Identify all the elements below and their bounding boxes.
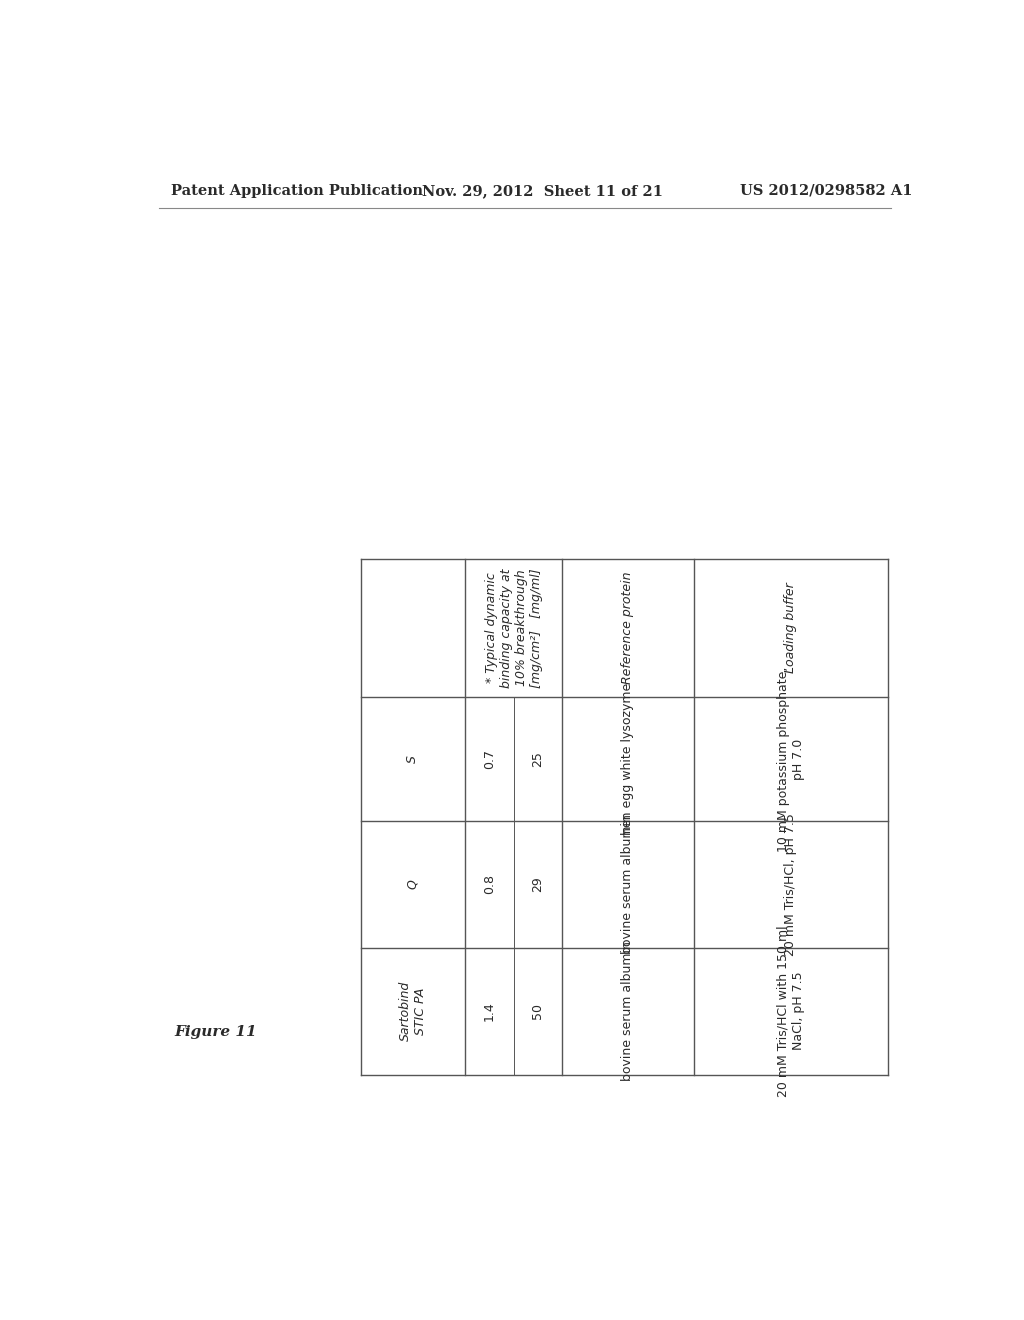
Text: bovine serum albumin: bovine serum albumin: [622, 941, 635, 1081]
Text: Q: Q: [407, 879, 419, 890]
Text: 50: 50: [531, 1003, 545, 1019]
Text: 0.8: 0.8: [483, 874, 496, 894]
Text: S: S: [407, 755, 419, 763]
Text: bovine serum albumin: bovine serum albumin: [622, 814, 635, 954]
Text: 20 mM Tris/HCl with 150 ml
NaCl, pH 7.5: 20 mM Tris/HCl with 150 ml NaCl, pH 7.5: [776, 925, 805, 1097]
Text: Patent Application Publication: Patent Application Publication: [171, 183, 423, 198]
Text: Loading buffer: Loading buffer: [784, 582, 797, 673]
Text: US 2012/0298582 A1: US 2012/0298582 A1: [740, 183, 912, 198]
Text: Reference protein: Reference protein: [622, 572, 635, 684]
Text: 20 mM Tris/HCl, pH 7.5: 20 mM Tris/HCl, pH 7.5: [784, 813, 797, 956]
Text: hen egg white lysozyme: hen egg white lysozyme: [622, 682, 635, 836]
Text: Sartobind
STIC PA: Sartobind STIC PA: [398, 981, 427, 1041]
Text: 0.7: 0.7: [483, 748, 496, 770]
Text: 1.4: 1.4: [483, 1002, 496, 1022]
Text: 25: 25: [531, 751, 545, 767]
Text: Nov. 29, 2012  Sheet 11 of 21: Nov. 29, 2012 Sheet 11 of 21: [423, 183, 664, 198]
Text: 10 mM potassium phosphate,
pH 7.0: 10 mM potassium phosphate, pH 7.0: [776, 667, 805, 851]
Text: 29: 29: [531, 876, 545, 892]
Text: Figure 11: Figure 11: [174, 1026, 257, 1039]
Text: * Typical dynamic
binding capacity at
10% breakthrough
[mg/cm²]   [mg/ml]: * Typical dynamic binding capacity at 10…: [484, 569, 543, 688]
